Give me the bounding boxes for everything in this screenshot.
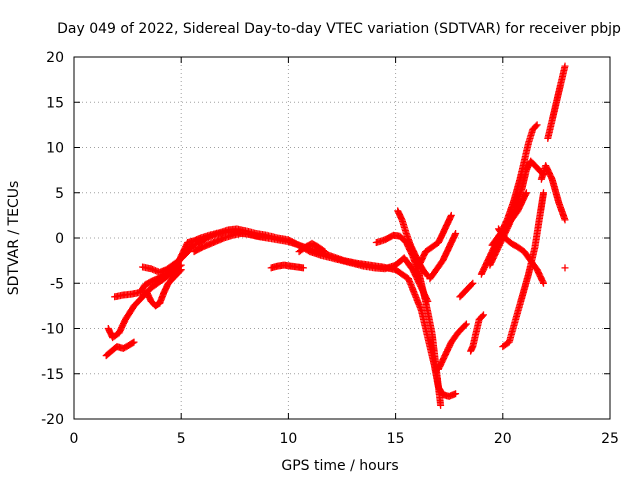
series-arc-5 [143,266,185,310]
data-point [320,247,328,255]
x-tick-label: 20 [494,431,512,447]
series-arc-24 [544,62,569,142]
y-tick-label: -10 [41,322,64,338]
series-arc-11 [372,231,445,409]
grid [74,57,610,419]
data-point [462,320,470,328]
data-point [176,267,184,275]
data-point [130,338,138,346]
data-point [468,280,476,288]
x-tick-label: 10 [279,431,297,447]
y-tick-label: -20 [41,412,64,428]
data-point [540,189,547,197]
y-tick-label: 10 [46,141,64,157]
data-point [522,189,530,197]
y-tick-label: -5 [50,276,64,292]
data-point [532,122,540,130]
x-tick-label: 15 [387,431,405,447]
series-arc-22 [499,189,547,351]
data-point [461,321,469,329]
data-point [452,230,460,237]
series-arc-3 [111,261,185,301]
series-arc-25 [561,264,569,272]
data-point [299,264,307,272]
series-arc-1 [102,338,138,360]
data-point [447,211,455,219]
data-point [263,233,271,241]
data-point [480,311,487,319]
data-points [102,62,569,409]
data-point [561,216,569,224]
y-tick-label: 5 [55,186,64,202]
y-axis-label: SDTVAR / TECUs [6,181,22,296]
data-point [129,339,137,347]
data-point [478,312,486,320]
series-arc-8 [190,230,271,256]
axis-ticks: 0 5 10 15 20 25 -20 -15 -10 -5 0 5 10 15 20 [41,50,619,447]
series-arc-23 [537,162,569,224]
data-point [469,279,477,287]
data-point [452,390,460,398]
x-tick-label: 0 [70,431,79,447]
y-tick-label: 20 [46,50,64,66]
x-tick-label: 5 [177,431,186,447]
series-arc-15 [435,320,470,373]
series-arc-10 [295,239,329,256]
x-axis-label: GPS time / hours [281,458,398,474]
data-point [540,279,547,287]
data-point [561,264,569,272]
series-arc-14 [426,230,460,283]
chart-title: Day 049 of 2022, Sidereal Day-to-day VTE… [57,21,621,37]
y-tick-label: -15 [41,367,64,383]
y-tick-label: 15 [46,95,64,111]
x-tick-label: 25 [601,431,619,447]
data-point [177,266,185,274]
y-tick-label: 0 [55,231,64,247]
data-point [533,121,541,129]
series-arc-13 [415,211,455,269]
data-point [437,401,445,409]
series-arc-16 [456,279,477,301]
data-point [561,62,569,70]
data-point [321,248,329,256]
series-arc-9 [267,261,307,272]
series-arc-17 [467,311,487,355]
